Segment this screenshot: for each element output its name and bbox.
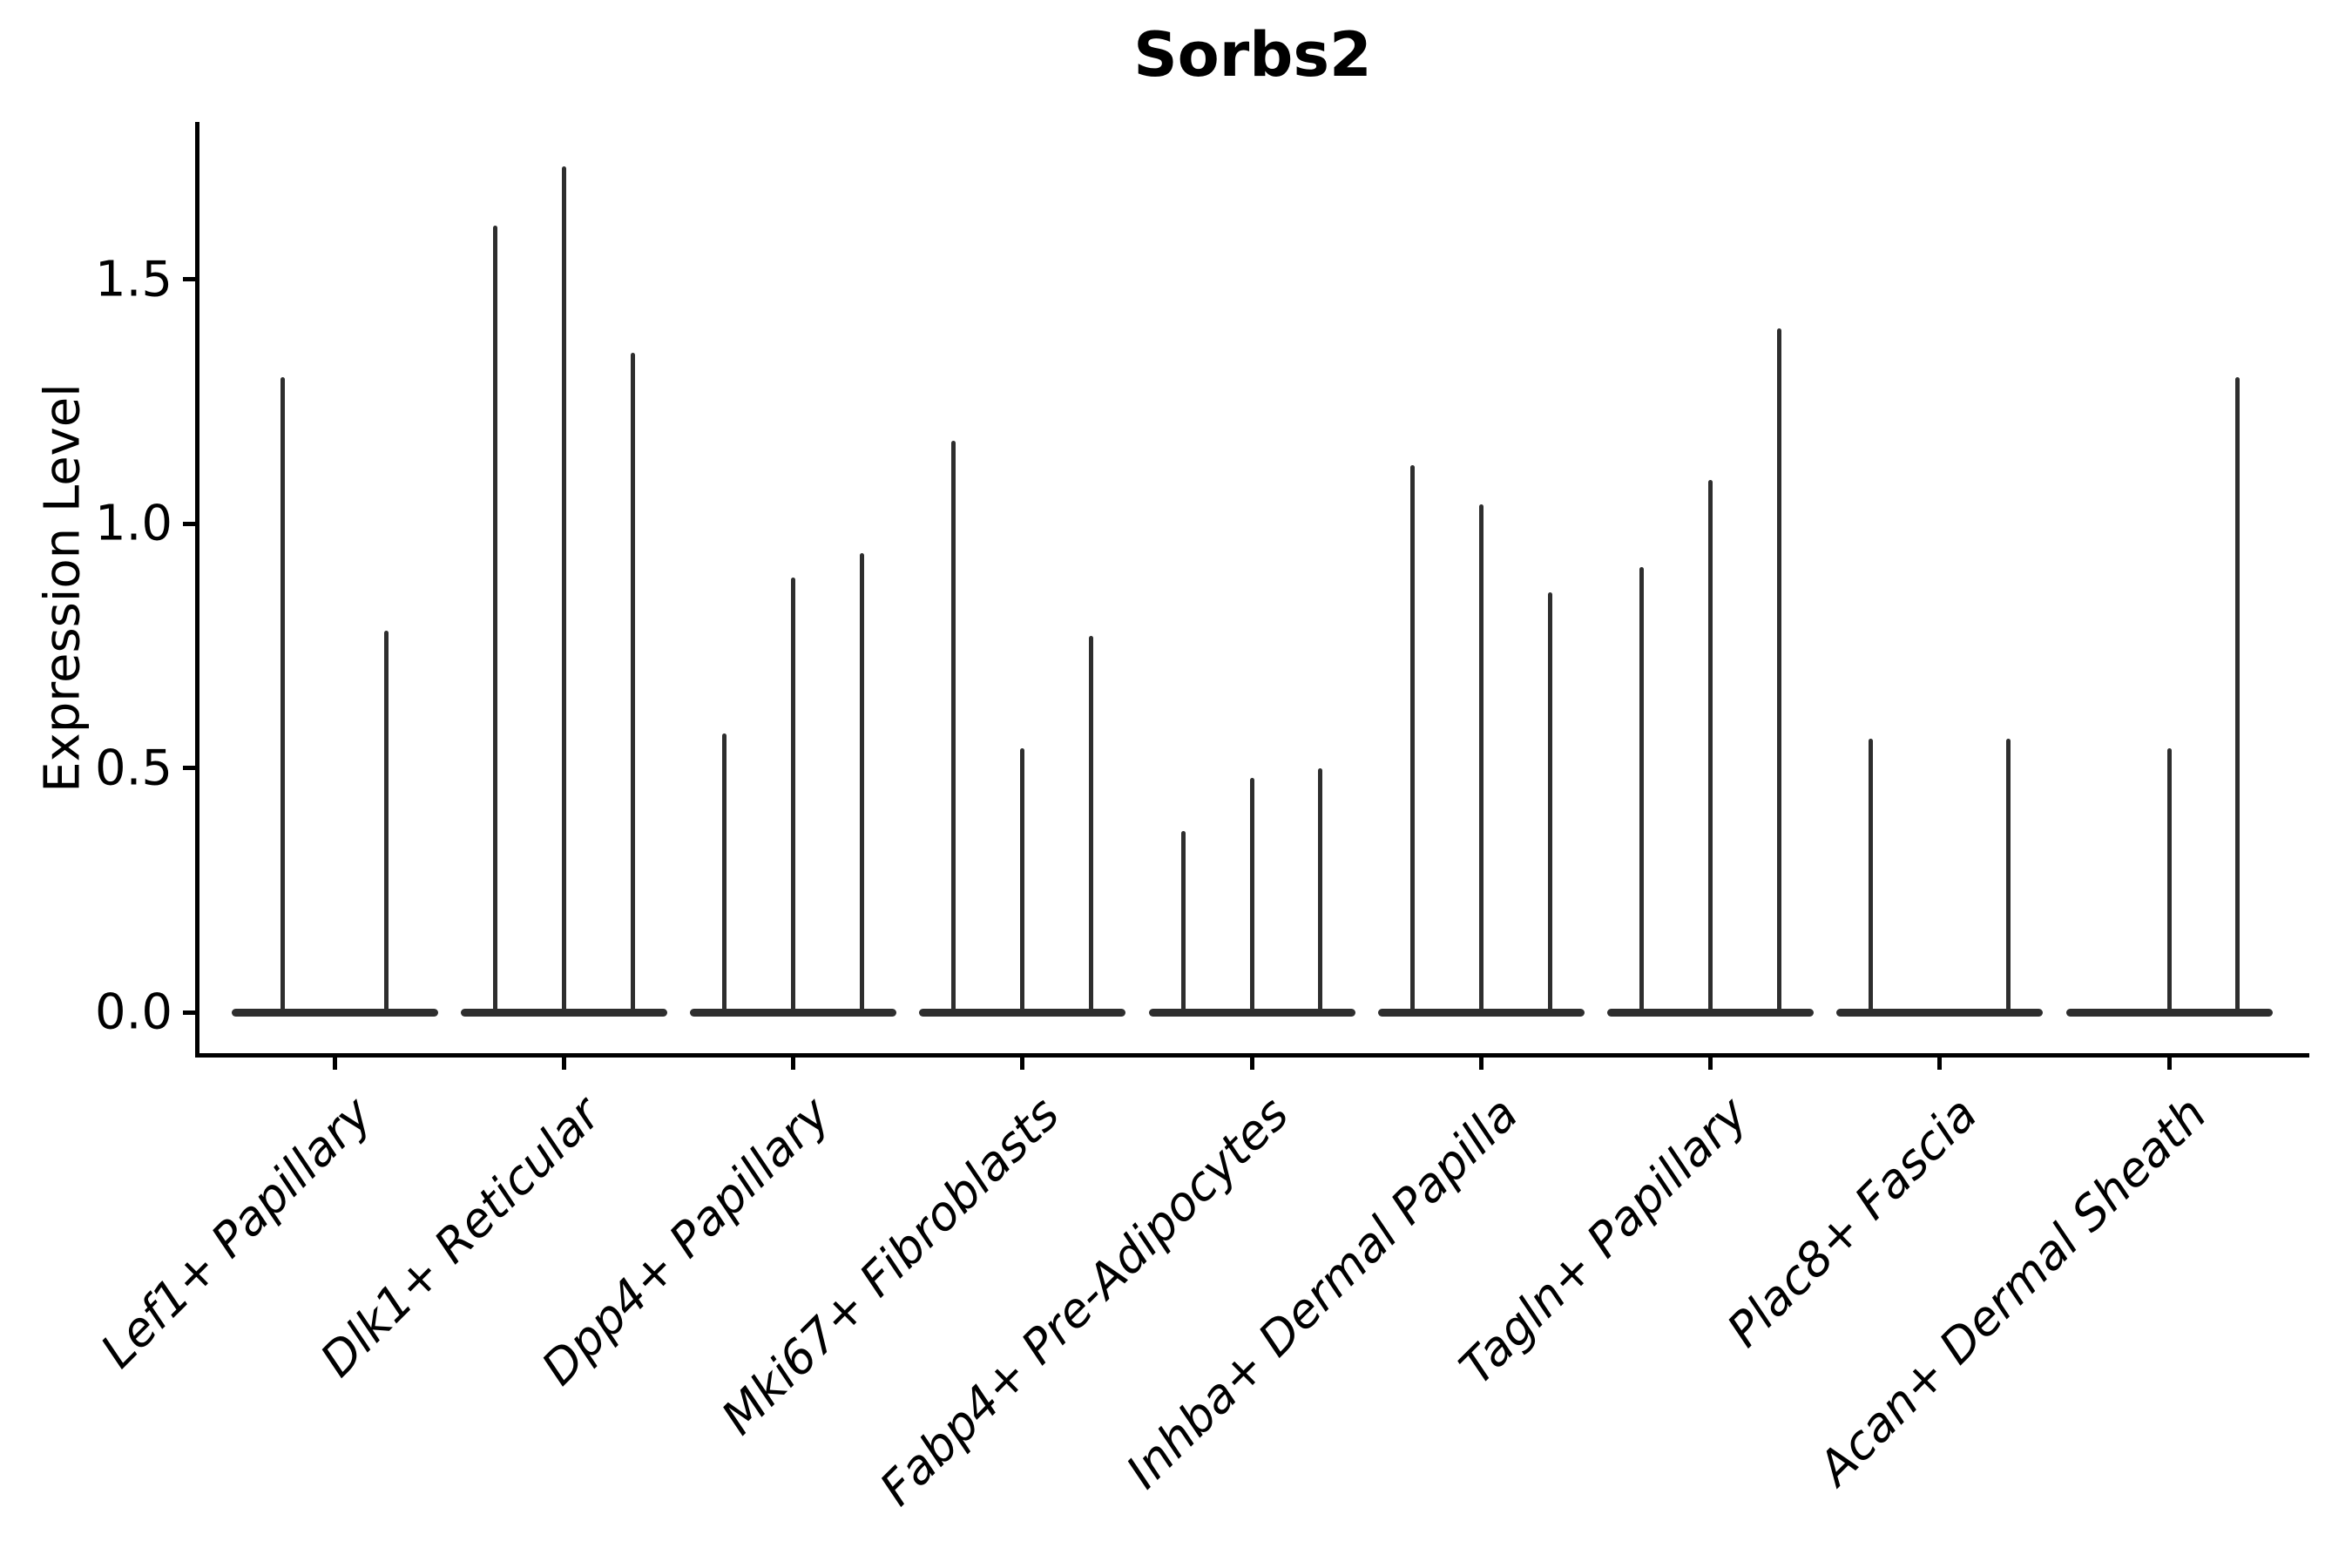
y-tick-label: 0.5 [94, 740, 172, 796]
violin-spike [951, 440, 956, 1016]
x-tick [2166, 1055, 2172, 1070]
violin-spike [1708, 479, 1713, 1016]
y-tick [183, 766, 197, 770]
violin-spike [1547, 591, 1552, 1016]
violin-base [231, 1008, 438, 1017]
y-tick-label: 1.5 [94, 251, 172, 308]
x-tick [332, 1055, 337, 1070]
x-tick [1708, 1055, 1713, 1070]
x-tick [1020, 1055, 1025, 1070]
y-tick-label: 1.0 [94, 495, 172, 552]
x-tick-label: Inhba+ Dermal Papilla [1115, 1086, 1529, 1499]
y-tick-label: 0.0 [94, 983, 172, 1041]
violin-spike [561, 166, 566, 1016]
y-tick [183, 521, 197, 526]
chart-title: Sorbs2 [1133, 19, 1372, 91]
x-tick [791, 1055, 795, 1070]
x-tick [561, 1055, 566, 1070]
violin-spike [791, 577, 795, 1016]
violin-base [1607, 1008, 1814, 1017]
y-tick [183, 1010, 197, 1015]
y-axis-label: Expression Level [34, 383, 91, 793]
violin-spike [280, 376, 286, 1016]
violin-spike [1869, 738, 1874, 1016]
y-axis-spine [194, 122, 199, 1058]
violin-base [1377, 1008, 1585, 1017]
violin-base [919, 1008, 1126, 1017]
violin-spike [383, 631, 389, 1016]
violin-spike [722, 733, 727, 1016]
violin-spike [492, 225, 497, 1016]
x-tick-label: Acan+ Dermal Sheath [1807, 1086, 2217, 1496]
x-tick-label: Fabp4+ Pre-Adipocytes [869, 1086, 1300, 1517]
violin-spike [1409, 464, 1415, 1016]
violin-base [460, 1008, 667, 1017]
x-tick [1478, 1055, 1484, 1070]
violin-spike [2235, 376, 2240, 1016]
violin-spike [1776, 328, 1781, 1016]
violin-base [690, 1008, 896, 1017]
violin-base [1836, 1008, 2044, 1017]
x-tick [1249, 1055, 1254, 1070]
y-tick [183, 277, 197, 281]
violin-spike [1318, 767, 1323, 1016]
violin-spike [1249, 777, 1254, 1016]
violin-spike [2006, 738, 2011, 1016]
violin-spike [1639, 567, 1645, 1016]
violin-spike [1089, 636, 1094, 1016]
violin-base [1148, 1008, 1355, 1017]
violin-base [2065, 1008, 2273, 1017]
violin-spike [1180, 831, 1186, 1016]
violin-spike [630, 352, 635, 1016]
violin-spike [2166, 748, 2172, 1016]
violin-spike [1020, 748, 1025, 1016]
violin-spike [859, 552, 864, 1016]
x-tick [1937, 1055, 1943, 1070]
violin-spike [1478, 504, 1484, 1016]
